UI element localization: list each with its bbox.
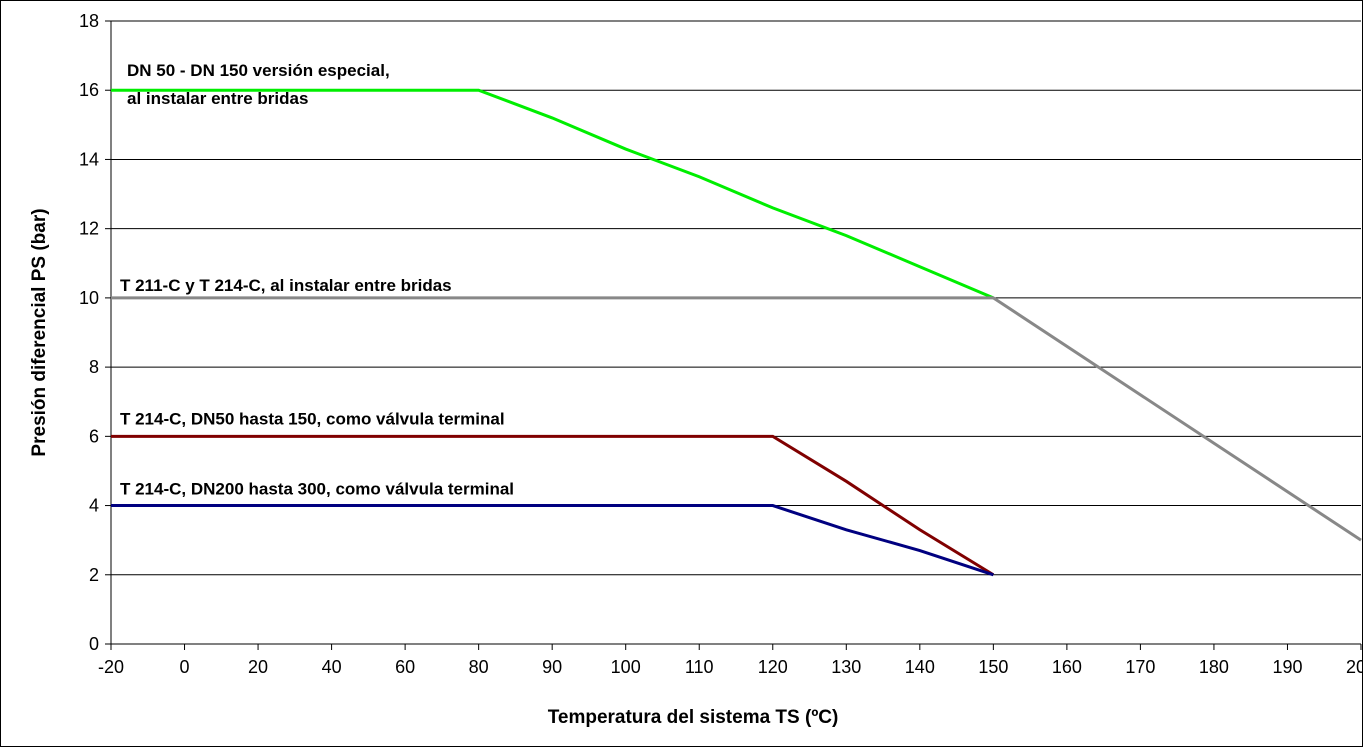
annotation-label: T 211-C y T 214-C, al instalar entre bri…	[120, 276, 452, 295]
series-layer	[111, 88, 1362, 577]
x-tick-label: 90	[542, 657, 562, 677]
y-tick-label: 4	[89, 496, 99, 516]
series-line-2	[111, 296, 1362, 542]
y-tick-label: 18	[79, 11, 99, 31]
x-tick-label: 160	[1052, 657, 1082, 677]
x-tick-label: -20	[98, 657, 124, 677]
annotation-layer: DN 50 - DN 150 versión especial, al insta…	[120, 61, 514, 498]
annotation-label: T 214-C, DN200 hasta 300, como válvula t…	[120, 480, 514, 499]
y-tick-label: 12	[79, 219, 99, 239]
x-tick-label: 0	[180, 657, 190, 677]
x-tick-label: 200	[1346, 657, 1362, 677]
x-tick-label: 100	[611, 657, 641, 677]
y-tick-label: 2	[89, 565, 99, 585]
series-line-1	[111, 88, 994, 300]
annotation-label: DN 50 - DN 150 versión especial,	[127, 61, 390, 80]
x-tick-label: 20	[248, 657, 268, 677]
y-axis-title: Presión diferencial PS (bar)	[29, 208, 50, 456]
series-line-3	[111, 434, 995, 577]
x-tick-label: 190	[1272, 657, 1302, 677]
annotation-label: T 214-C, DN50 hasta 150, como válvula te…	[120, 409, 505, 428]
series-line-4	[111, 504, 994, 577]
x-tick-label: 170	[1125, 657, 1155, 677]
x-tick-label: 150	[978, 657, 1008, 677]
y-tick-label: 8	[89, 357, 99, 377]
x-tick-label: 80	[469, 657, 489, 677]
x-axis-title: Temperatura del sistema TS (ºC)	[548, 707, 839, 728]
x-tick-label: 140	[905, 657, 935, 677]
y-tick-label: 16	[79, 80, 99, 100]
y-tick-label: 14	[79, 149, 99, 169]
y-tick-label: 10	[79, 288, 99, 308]
y-tick-label: 6	[89, 426, 99, 446]
axis-layer: 0 2 4 6 8 10 12 14 16 18 -20 0 20 40 60 80 90 100 110 120 13…	[79, 11, 1362, 677]
x-tick-label: 180	[1199, 657, 1229, 677]
x-tick-label: 40	[322, 657, 342, 677]
x-tick-label: 120	[758, 657, 788, 677]
x-tick-label: 130	[831, 657, 861, 677]
x-tick-label: 60	[395, 657, 415, 677]
x-tick-label: 110	[685, 657, 714, 677]
y-tick-label: 0	[89, 634, 99, 654]
annotation-label: al instalar entre bridas	[127, 89, 308, 108]
